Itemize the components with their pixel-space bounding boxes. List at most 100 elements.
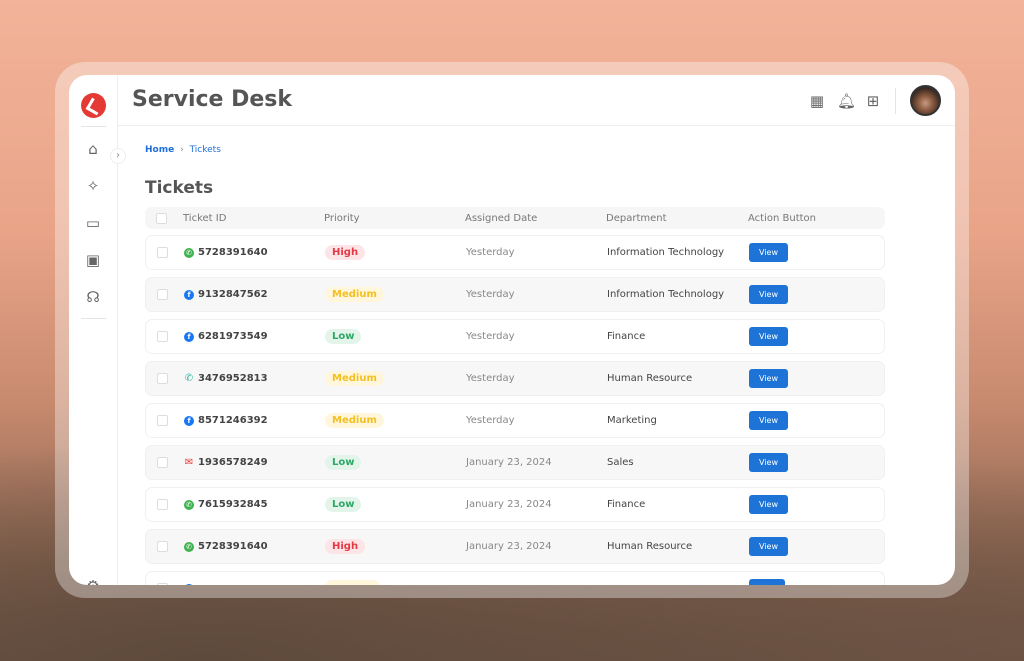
ticket-id[interactable]: 5728391640 (198, 247, 268, 258)
priority-cell: Low (325, 455, 466, 470)
ticket-id-cell: ✆ 5728391640 (184, 541, 325, 552)
home-icon[interactable]: ⌂ (88, 140, 98, 158)
page-title: Tickets (145, 178, 214, 198)
facebook-icon: f (184, 583, 194, 585)
department: Information Technology (607, 247, 725, 258)
priority-cell: Medium (325, 413, 466, 428)
headset-icon[interactable]: ☊ (86, 288, 100, 306)
ticket-id[interactable]: 7615932845 (198, 499, 268, 510)
user-avatar[interactable] (910, 85, 941, 116)
assigned-date: January 23, 2024 (466, 457, 552, 468)
facebook-icon: f (184, 289, 194, 300)
briefcase-icon[interactable]: ▣ (85, 251, 101, 269)
row-checkbox[interactable] (157, 331, 168, 342)
select-all-checkbox[interactable] (156, 212, 167, 224)
table-row-partial: f (145, 571, 885, 585)
row-checkbox[interactable] (157, 499, 168, 510)
col-assigned-date: Assigned Date (465, 212, 538, 224)
ticket-id-cell: f 6281973549 (184, 331, 325, 342)
whatsapp-icon: ✆ (184, 541, 194, 552)
priority-badge: High (325, 245, 366, 260)
table-header: Ticket ID Priority Assigned Date Departm… (145, 207, 885, 229)
priority-cell: Medium (325, 371, 466, 386)
sidebar-toggle-button[interactable]: › (110, 148, 126, 164)
tickets-table: Ticket ID Priority Assigned Date Departm… (145, 207, 885, 585)
ticket-id[interactable]: 6281973549 (198, 331, 268, 342)
col-ticket-id: Ticket ID (183, 212, 227, 224)
department: Finance (607, 331, 646, 342)
settings-icon[interactable]: ⚙ (84, 577, 102, 585)
view-button[interactable]: View (749, 243, 788, 262)
ticket-id[interactable]: 8571246392 (198, 415, 268, 426)
col-priority: Priority (324, 212, 360, 224)
table-row: f 6281973549 Low Yesterday Finance View (145, 319, 885, 354)
department: Marketing (607, 415, 657, 426)
priority-badge: Low (325, 455, 362, 470)
department: Finance (607, 499, 646, 510)
view-button[interactable]: View (749, 495, 788, 514)
table-row: f 9132847562 Medium Yesterday Information… (145, 277, 885, 312)
col-action: Action Button (748, 212, 816, 224)
row-checkbox[interactable] (157, 373, 168, 384)
priority-badge: High (325, 539, 366, 554)
assigned-date: January 23, 2024 (466, 499, 552, 510)
department: Sales (607, 457, 634, 468)
row-checkbox[interactable] (157, 415, 168, 426)
table-row: f 8571246392 Medium Yesterday Marketing V… (145, 403, 885, 438)
view-button[interactable]: View (749, 327, 788, 346)
view-button[interactable]: View (749, 369, 788, 388)
breadcrumb: Home › Tickets (145, 145, 221, 155)
ticket-id-cell: ✆ 7615932845 (184, 499, 325, 510)
priority-cell: High (325, 539, 466, 554)
assigned-date: Yesterday (466, 331, 515, 342)
view-button[interactable]: View (749, 537, 788, 556)
calendar-icon[interactable]: ▦ (809, 91, 825, 110)
view-button[interactable]: View (749, 453, 788, 472)
row-checkbox[interactable] (157, 541, 168, 552)
view-button[interactable]: View (749, 411, 788, 430)
department: Information Technology (607, 289, 725, 300)
ticket-id-cell: f 8571246392 (184, 415, 325, 426)
apps-grid-icon[interactable]: ⊞ (866, 91, 880, 110)
table-row: ✆ 3476952813 Medium Yesterday Human Resou… (145, 361, 885, 396)
view-button[interactable]: View (749, 285, 788, 304)
row-checkbox[interactable] (157, 457, 168, 468)
ticket-id[interactable]: 5728391640 (198, 541, 268, 552)
whatsapp-icon: ✆ (184, 499, 194, 510)
priority-cell: Low (325, 497, 466, 512)
assigned-date: Yesterday (466, 289, 515, 300)
sparkle-icon[interactable]: ✧ (86, 177, 100, 195)
view-button[interactable] (749, 579, 785, 585)
app-logo[interactable] (81, 93, 106, 118)
ticket-id[interactable]: 9132847562 (198, 289, 268, 300)
header: Service Desk ▦ 🔔︎ ⊞ (118, 75, 955, 126)
sidebar: ⌂ ✧ ▭ ▣ ☊ ⚙ (69, 75, 118, 585)
app-window: ⌂ ✧ ▭ ▣ ☊ ⚙ › Service Desk ▦ 🔔︎ ⊞ Home › Ticke… (69, 75, 955, 585)
header-divider (895, 87, 896, 114)
priority-cell: Medium (325, 287, 466, 302)
bell-icon[interactable]: 🔔︎ (837, 91, 857, 110)
row-checkbox[interactable] (157, 583, 168, 585)
col-department: Department (606, 212, 667, 224)
priority-badge: Low (325, 329, 362, 344)
breadcrumb-home[interactable]: Home (145, 145, 175, 155)
row-checkbox[interactable] (157, 289, 168, 300)
ticket-id[interactable]: 3476952813 (198, 373, 268, 384)
chat-icon[interactable]: ▭ (85, 214, 101, 232)
assigned-date: Yesterday (466, 247, 515, 258)
row-checkbox[interactable] (157, 247, 168, 258)
breadcrumb-separator: › (180, 145, 184, 155)
ticket-id[interactable]: 1936578249 (198, 457, 268, 468)
whatsapp-icon: ✆ (184, 247, 194, 258)
department: Human Resource (607, 373, 693, 384)
ticket-id-cell: ✆ 5728391640 (184, 247, 325, 258)
facebook-icon: f (184, 415, 194, 426)
priority-cell: Low (325, 329, 466, 344)
priority-badge (325, 580, 380, 585)
priority-badge: Low (325, 497, 362, 512)
priority-cell (325, 580, 466, 585)
ticket-id-cell: f (184, 583, 325, 585)
email-icon: ✉ (184, 456, 194, 468)
priority-cell: High (325, 245, 466, 260)
priority-badge: Medium (325, 413, 384, 428)
